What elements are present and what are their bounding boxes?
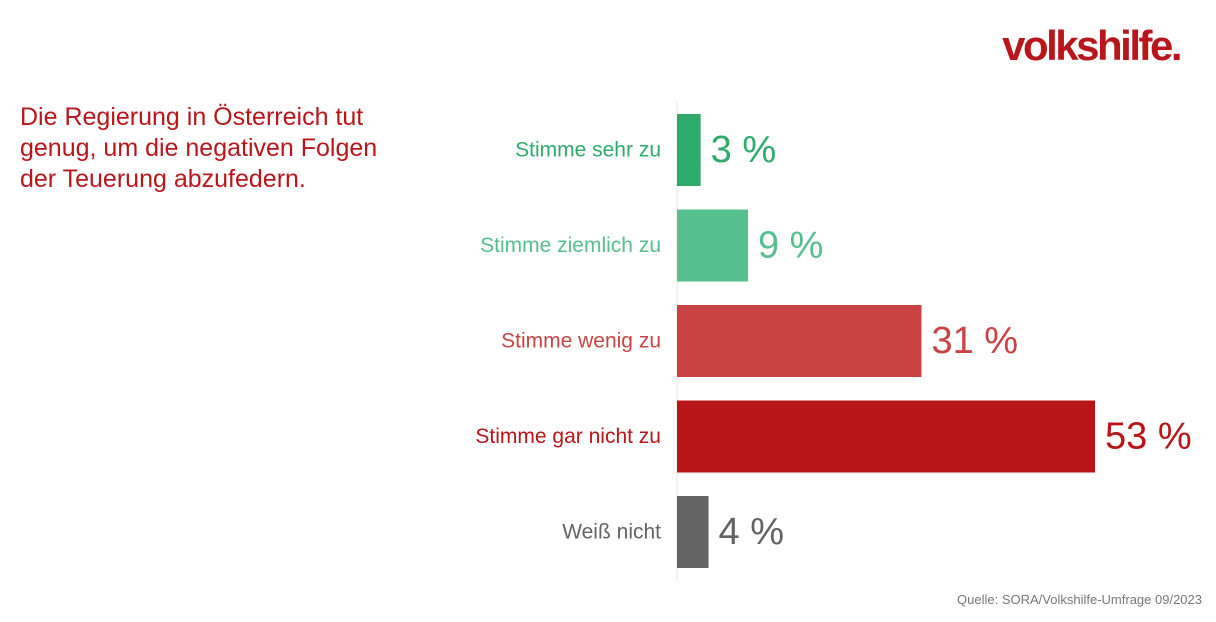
bar-weiss-nicht	[677, 496, 709, 568]
category-label-stimme-wenig-zu: Stimme wenig zu	[501, 330, 661, 353]
bar-stimme-gar-nicht-zu	[677, 400, 1095, 473]
value-label-stimme-wenig-zu: 31 %	[931, 320, 1018, 362]
bar-stimme-ziemlich-zu	[677, 209, 748, 282]
category-label-stimme-gar-nicht-zu: Stimme gar nicht zu	[475, 425, 661, 448]
bar-stimme-wenig-zu	[677, 305, 922, 377]
category-label-stimme-sehr-zu: Stimme sehr zu	[515, 139, 661, 162]
category-label-weiss-nicht: Weiß nicht	[562, 521, 661, 544]
value-label-stimme-sehr-zu: 3 %	[711, 129, 776, 171]
value-label-stimme-ziemlich-zu: 9 %	[758, 225, 823, 267]
chart-question-title: Die Regierung in Österreich tut genug, u…	[20, 103, 378, 193]
volkshilfe-logo: volkshilfe.	[1002, 22, 1182, 69]
source-note: Quelle: SORA/Volkshilfe-Umfrage 09/2023	[957, 592, 1202, 607]
category-label-stimme-ziemlich-zu: Stimme ziemlich zu	[480, 234, 661, 257]
value-label-weiss-nicht: 4 %	[719, 511, 784, 553]
bar-stimme-sehr-zu	[677, 114, 701, 186]
bars-group: Stimme sehr zu 3 % Stimme ziemlich zu 9 % St…	[475, 114, 1192, 568]
value-label-stimme-gar-nicht-zu: 53 %	[1105, 416, 1192, 458]
